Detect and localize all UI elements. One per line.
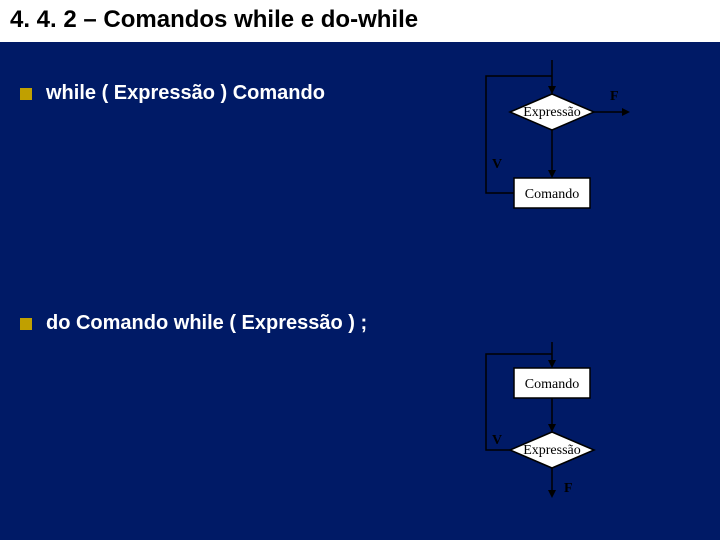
- whilechart-decision-label: Expressão: [523, 105, 581, 120]
- bullet-dowhile-text: do Comando while ( Expressão ) ;: [46, 312, 367, 335]
- while-flowchart: Expressão V Comando F: [480, 60, 640, 230]
- dowhilechart-true-label: V: [492, 433, 502, 448]
- dowhilechart-false-label: F: [564, 481, 573, 496]
- slide-body: while ( Expressão ) Comando Expressão V …: [0, 42, 720, 540]
- bullet-while: while ( Expressão ) Comando: [20, 82, 325, 105]
- whilechart-true-label: V: [492, 157, 502, 172]
- slide-title: 4. 4. 2 – Comandos while e do-while: [0, 0, 720, 42]
- whilechart-action-label: Comando: [525, 187, 579, 202]
- dowhilechart-decision-label: Expressão: [523, 443, 581, 458]
- bullet-while-text: while ( Expressão ) Comando: [46, 82, 325, 105]
- bullet-dowhile: do Comando while ( Expressão ) ;: [20, 312, 367, 335]
- bullet-square-icon: [20, 88, 32, 100]
- dowhile-flowchart: Comando Expressão V F: [480, 342, 640, 512]
- dowhilechart-action-label: Comando: [525, 377, 579, 392]
- whilechart-false-label: F: [610, 89, 619, 104]
- bullet-square-icon: [20, 318, 32, 330]
